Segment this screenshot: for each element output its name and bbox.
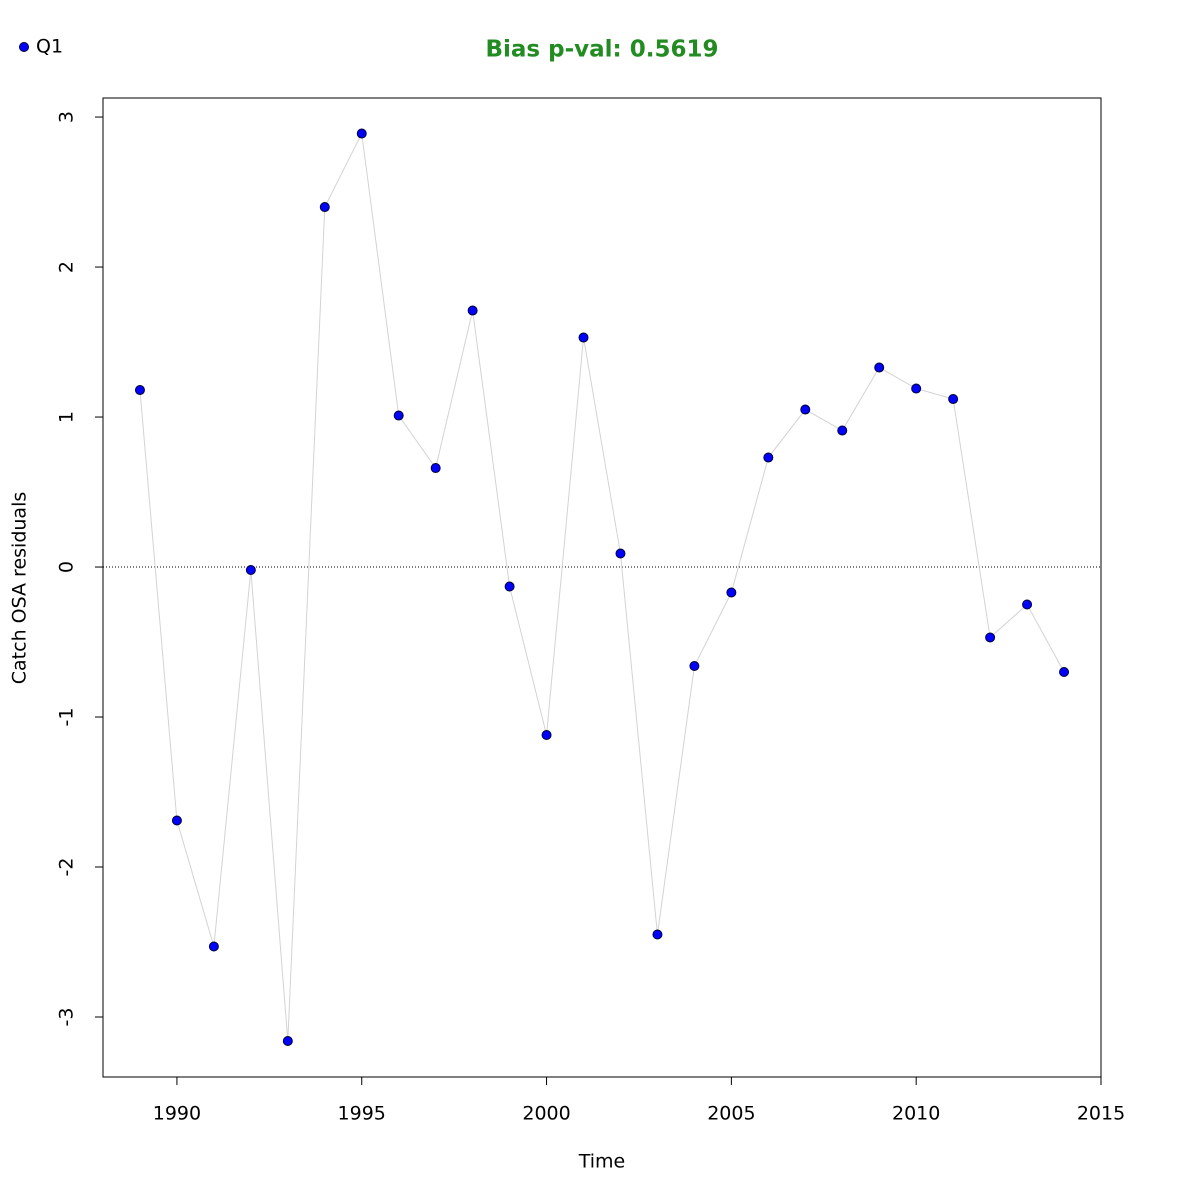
y-tick-label: 1 [56,411,78,423]
x-tick-label: 2010 [892,1103,940,1125]
data-point [948,394,959,405]
data-point [208,941,219,952]
data-point [1022,599,1033,610]
y-tick-label: -3 [56,1008,78,1027]
y-tick-label: 0 [56,561,78,573]
data-point [504,581,515,592]
data-point [134,385,145,396]
data-point [652,929,663,940]
y-tick-label: 3 [56,111,78,123]
x-tick-label: 2005 [707,1103,755,1125]
data-point [874,362,885,373]
data-point [282,1036,293,1047]
x-tick-label: 1995 [338,1103,386,1125]
chart-title: Bias p-val: 0.5619 [486,37,719,63]
data-point [171,815,182,826]
x-tick-label: 1990 [153,1103,201,1125]
legend-marker [19,42,29,52]
data-point [726,587,737,598]
data-point [356,128,367,139]
data-point [1059,667,1070,678]
data-point [541,730,552,741]
x-axis-label: Time [578,1151,626,1173]
data-point [763,452,774,463]
data-point [430,463,441,474]
data-point [578,332,589,343]
x-tick-label: 2000 [522,1103,570,1125]
x-tick-label: 2015 [1077,1103,1125,1125]
data-point [615,548,626,559]
y-tick-label: -1 [56,708,78,727]
data-point [467,305,478,316]
data-point [837,425,848,436]
data-point [319,202,330,213]
legend-label: Q1 [36,36,63,58]
data-point [800,404,811,415]
data-point [911,383,922,394]
data-point [245,565,256,576]
y-tick-label: 2 [56,261,78,273]
data-point [689,661,700,672]
y-tick-label: -2 [56,858,78,877]
series-line [139,131,1065,1042]
data-point [985,632,996,643]
y-axis-label: Catch OSA residuals [9,492,31,684]
data-point [393,410,404,421]
